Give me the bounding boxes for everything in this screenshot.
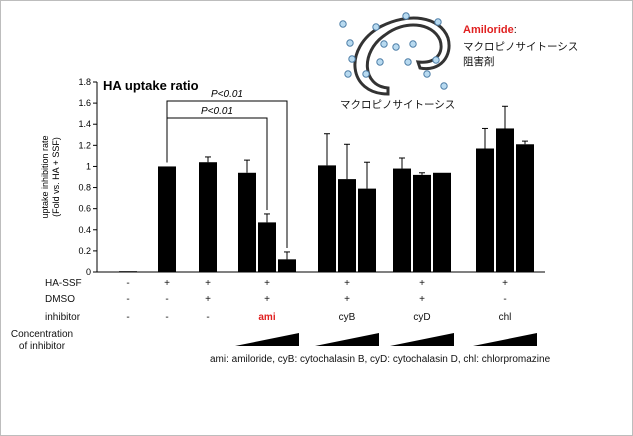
particle-icon <box>432 56 440 64</box>
drug-description: マクロピノサイトーシス <box>463 41 578 53</box>
table-cell: - <box>503 294 506 305</box>
significance-bracket <box>166 100 288 248</box>
y-tick-label: 0.8 <box>78 183 91 193</box>
particle-icon <box>392 43 400 51</box>
table-cell: - <box>165 312 168 323</box>
table-cell: - <box>126 312 129 323</box>
particle-icon <box>409 40 417 48</box>
bar <box>358 188 376 272</box>
bar <box>496 128 514 272</box>
table-cell: - <box>165 294 168 305</box>
y-tick-label: 0.6 <box>78 204 91 214</box>
table-row-label: DMSO <box>45 294 75 305</box>
significance-label: P<0.01 <box>211 89 243 100</box>
particle-icon <box>346 39 354 47</box>
table-row-label: HA-SSF <box>45 278 82 289</box>
table-cell: cyD <box>413 312 430 323</box>
y-axis-label: uptake inhibition rate(Fold vs. HA + SSF… <box>40 135 61 218</box>
y-axis-label-line: uptake inhibition rate <box>40 135 50 218</box>
footnote: ami: amiloride, cyB: cytochalasin B, cyD… <box>210 354 551 365</box>
bar <box>258 222 276 272</box>
bar <box>199 162 217 272</box>
diagram-caption: マクロピノサイトーシス <box>340 99 455 111</box>
particle-icon <box>376 58 384 66</box>
bar <box>516 144 534 272</box>
drug-name: Amiloride <box>463 24 514 36</box>
table-cell: + <box>264 294 270 305</box>
y-tick-label: 1.2 <box>78 140 91 150</box>
drug-name-suffix: : <box>514 24 517 36</box>
drug-label: Amiloride: <box>463 24 517 36</box>
table-cell: chl <box>499 312 512 323</box>
y-tick-label: 0.4 <box>78 225 91 235</box>
table-cell: - <box>126 294 129 305</box>
concentration-label: Concentration <box>11 329 73 340</box>
bar <box>278 259 296 272</box>
particle-icon <box>434 18 442 26</box>
bar <box>238 172 256 272</box>
y-tick-label: 1 <box>86 161 91 171</box>
particle-icon <box>344 70 352 78</box>
particle-icon <box>362 70 370 78</box>
table-cell: + <box>344 278 350 289</box>
y-tick-label: 1.4 <box>78 119 91 129</box>
bar <box>433 172 451 272</box>
concentration-label: of inhibitor <box>19 341 66 352</box>
y-axis-label-line: (Fold vs. HA + SSF) <box>51 137 61 217</box>
y-tick-label: 0 <box>86 267 91 277</box>
particle-icon <box>372 23 380 31</box>
bar <box>158 166 176 272</box>
significance-label: P<0.01 <box>201 106 233 117</box>
table-cell: + <box>419 294 425 305</box>
particle-icon <box>423 70 431 78</box>
bar <box>119 271 137 272</box>
table-cell: + <box>419 278 425 289</box>
y-tick-label: 0.2 <box>78 246 91 256</box>
particle-icon <box>339 20 347 28</box>
table-cell: - <box>206 312 209 323</box>
concentration-wedge <box>473 333 537 346</box>
bar <box>318 165 336 272</box>
table-cell: + <box>264 278 270 289</box>
bar <box>413 174 431 272</box>
particle-icon <box>402 12 410 20</box>
table-cell: + <box>205 294 211 305</box>
bar <box>338 179 356 272</box>
y-tick-label: 1.8 <box>78 77 91 87</box>
bar <box>476 148 494 272</box>
table-cell: + <box>344 294 350 305</box>
table-cell: cyB <box>339 312 356 323</box>
table-row-label: inhibitor <box>45 312 81 323</box>
chart-title: HA uptake ratio <box>103 78 199 93</box>
table-cell: + <box>205 278 211 289</box>
bar <box>393 168 411 272</box>
drug-description: 阻害剤 <box>463 55 495 68</box>
particle-icon <box>440 82 448 90</box>
concentration-wedge <box>235 333 299 346</box>
concentration-wedge <box>390 333 454 346</box>
y-tick-label: 1.6 <box>78 98 91 108</box>
table-cell: + <box>164 278 170 289</box>
table-cell: - <box>126 278 129 289</box>
concentration-wedge <box>315 333 379 346</box>
cell-membrane <box>353 16 451 96</box>
particle-icon <box>404 58 412 66</box>
particle-icon <box>380 40 388 48</box>
table-cell: + <box>502 278 508 289</box>
particle-icon <box>348 55 356 63</box>
table-cell: ami <box>258 312 275 323</box>
